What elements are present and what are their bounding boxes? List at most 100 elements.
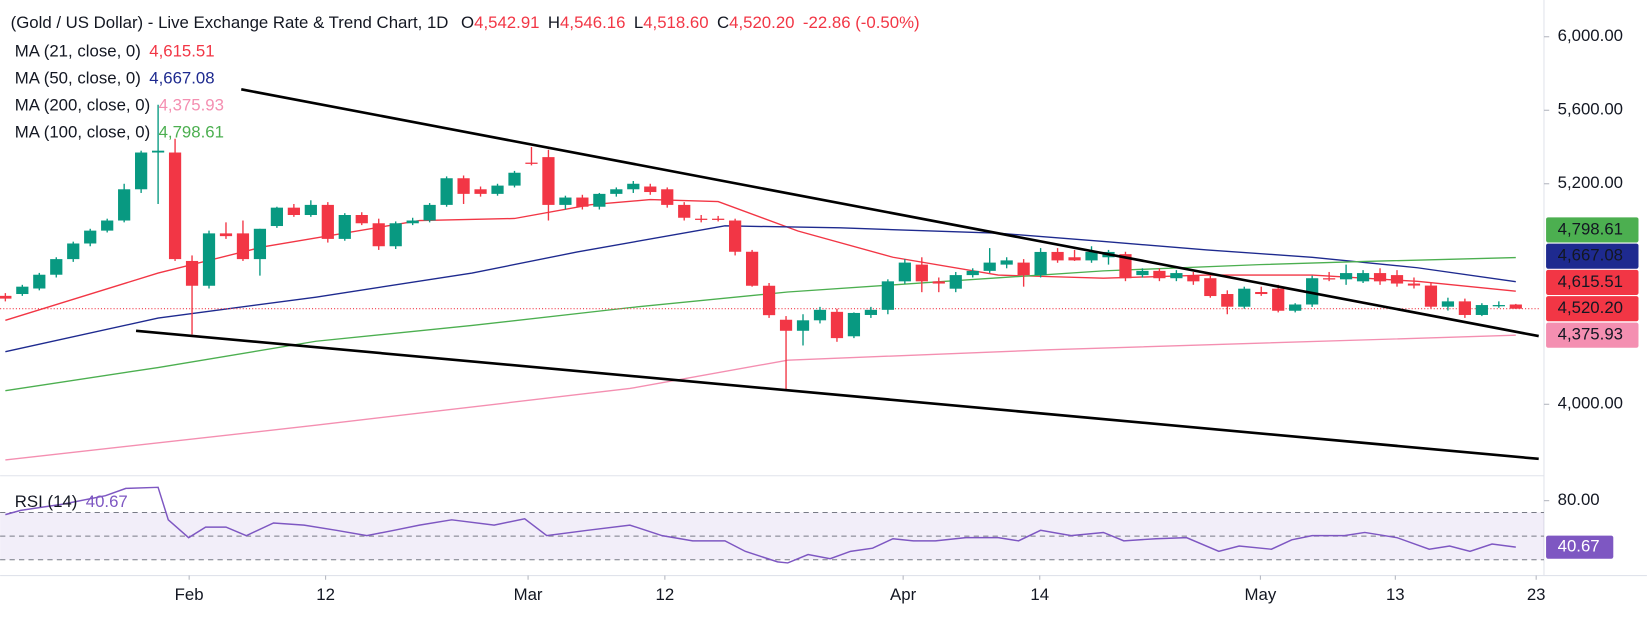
price-box-label: 4,798.61 xyxy=(1558,219,1623,238)
candle-body xyxy=(253,228,267,260)
candle-body xyxy=(1407,283,1421,286)
price-box xyxy=(1546,296,1639,322)
candle-body xyxy=(932,281,945,284)
candle-body xyxy=(1170,273,1183,279)
moving-average-line xyxy=(5,225,1516,353)
candle-body xyxy=(542,157,555,205)
ma-legend-value: 4,798.61 xyxy=(159,123,224,142)
ma-legend: MA (100, close, 0) 4,798.61 xyxy=(15,123,224,142)
candle-body xyxy=(440,178,453,205)
candle-body xyxy=(898,262,911,282)
candle-body xyxy=(830,311,844,339)
candle-body xyxy=(1204,278,1217,297)
price-box-label: 4,615.51 xyxy=(1558,272,1623,291)
y-tick-label: 6,000.00 xyxy=(1558,26,1623,45)
rsi-name: RSI (14) xyxy=(15,493,78,512)
candle-body xyxy=(610,189,623,194)
ma-legend: MA (200, close, 0) 4,375.93 xyxy=(15,96,224,115)
moving-average-line xyxy=(5,334,1516,461)
candle-body xyxy=(1136,270,1149,276)
candle-body xyxy=(50,259,63,275)
price-box xyxy=(1546,269,1639,296)
ohlc-value: 4,518.60 xyxy=(643,14,708,33)
candle-body xyxy=(661,189,674,205)
candle-body xyxy=(576,197,589,207)
candle-body xyxy=(779,319,793,331)
ma-legend-value: 4,375.93 xyxy=(159,96,224,115)
candle-body xyxy=(219,233,233,237)
change: -22.86 (-0.50%) xyxy=(803,14,920,33)
candle-body xyxy=(474,189,487,194)
candle-body xyxy=(1356,273,1370,282)
candle-body xyxy=(338,215,351,239)
x-tick-label: 12 xyxy=(316,585,335,604)
candle-body xyxy=(729,220,742,252)
candle-body xyxy=(1373,273,1387,282)
candle-body xyxy=(813,309,827,321)
x-tick-label: May xyxy=(1245,585,1277,604)
candle-body xyxy=(67,243,80,260)
candle-body xyxy=(745,251,759,286)
candle-body xyxy=(16,286,29,295)
candle-body xyxy=(304,204,317,216)
candle-body xyxy=(1187,275,1200,282)
candle-body xyxy=(949,275,962,289)
ma-name: MA (100, close, 0) xyxy=(15,123,150,142)
trendline xyxy=(135,329,1539,461)
candle-body xyxy=(559,197,572,205)
candle-body xyxy=(644,186,657,193)
ohlc-key: O xyxy=(461,14,474,33)
trendline xyxy=(241,88,1539,338)
candle-body xyxy=(1238,288,1251,307)
ma-legend-value: 4,615.51 xyxy=(149,42,214,61)
candle-body xyxy=(678,204,691,218)
moving-average-line xyxy=(5,256,1516,392)
candle-body xyxy=(1255,292,1268,295)
ma-name: MA (50, close, 0) xyxy=(15,69,141,88)
candle-body xyxy=(406,220,419,224)
candle-body xyxy=(1272,288,1285,311)
rsi-legend-value: 40.67 xyxy=(86,493,128,512)
ohlc-key: L xyxy=(634,14,643,33)
candle-body xyxy=(1000,260,1013,265)
candle-body xyxy=(1339,273,1353,280)
ma-legend: MA (50, close, 0) 4,667.08 xyxy=(15,69,215,88)
candle-body xyxy=(1441,301,1455,307)
candle-body xyxy=(168,152,182,260)
candle-body xyxy=(966,270,979,276)
candle-body xyxy=(33,274,46,289)
x-tick-label: 14 xyxy=(1030,585,1049,604)
x-tick-label: 13 xyxy=(1386,585,1405,604)
price-box xyxy=(1546,322,1639,348)
price-box-label: 4,520.20 xyxy=(1558,298,1623,317)
candle-body xyxy=(423,204,436,221)
ma-legend-value: 4,667.08 xyxy=(149,69,214,88)
x-tick-label: Mar xyxy=(514,585,543,604)
price-box xyxy=(1546,217,1639,243)
candle-body xyxy=(1051,251,1064,261)
candle-body xyxy=(1289,304,1302,311)
candle-body xyxy=(1475,305,1488,315)
ma-name: MA (200, close, 0) xyxy=(15,96,150,115)
candle-body xyxy=(287,207,300,216)
candle-body xyxy=(101,220,114,231)
candle-body xyxy=(1390,275,1404,284)
y-tick-label: 5,200.00 xyxy=(1558,173,1623,192)
candle-body xyxy=(508,172,521,186)
candle-body xyxy=(1458,301,1472,315)
ma-legend: MA (21, close, 0) 4,615.51 xyxy=(15,42,215,61)
candle-body xyxy=(491,185,504,194)
candle-body xyxy=(389,223,402,247)
candle-body xyxy=(1492,305,1505,307)
x-tick-label: 23 xyxy=(1527,585,1546,604)
rsi-tick-label: 80.00 xyxy=(1558,490,1600,509)
candle-body xyxy=(1017,262,1030,276)
candle-body xyxy=(762,285,776,316)
candle-body xyxy=(236,233,250,260)
ohlc-value: 4,520.20 xyxy=(729,14,794,33)
candle-body xyxy=(1119,254,1132,279)
x-tick-label: Feb xyxy=(175,585,204,604)
y-tick-label: 5,600.00 xyxy=(1558,100,1623,119)
candle-body xyxy=(151,150,165,153)
candle-body xyxy=(593,193,606,207)
